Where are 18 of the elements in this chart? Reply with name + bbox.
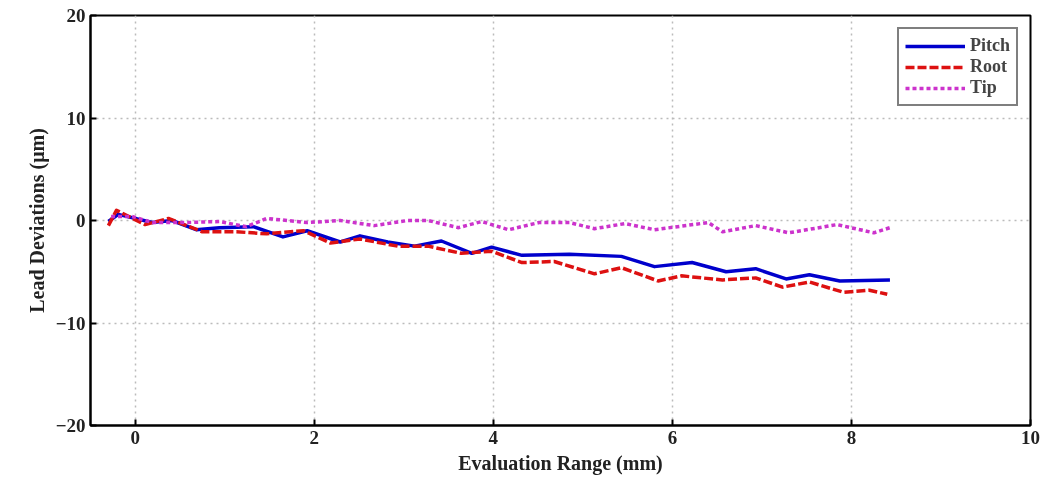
y-axis-title: Lead Deviations (μm) [25, 128, 49, 313]
legend-label: Tip [970, 77, 997, 98]
x-tick-label: 2 [309, 426, 320, 448]
line-series [109, 214, 892, 235]
y-tick-label: 20 [66, 5, 86, 26]
line-series [106, 208, 890, 297]
y-tick-label: −10 [55, 312, 86, 334]
x-tick-label: 10 [1021, 426, 1040, 448]
legend-label: Root [970, 56, 1007, 77]
y-tick-label: −20 [55, 415, 86, 436]
legend-label: Pitch [970, 35, 1010, 56]
y-tick-label: 10 [66, 107, 86, 129]
x-tick-label: 4 [488, 426, 499, 448]
x-axis-title: Evaluation Range (mm) [458, 451, 663, 475]
y-tick-label: 0 [76, 210, 86, 231]
x-tick-label: 8 [846, 426, 857, 448]
x-tick-label: 0 [130, 426, 141, 448]
x-tick-label: 6 [667, 426, 678, 448]
